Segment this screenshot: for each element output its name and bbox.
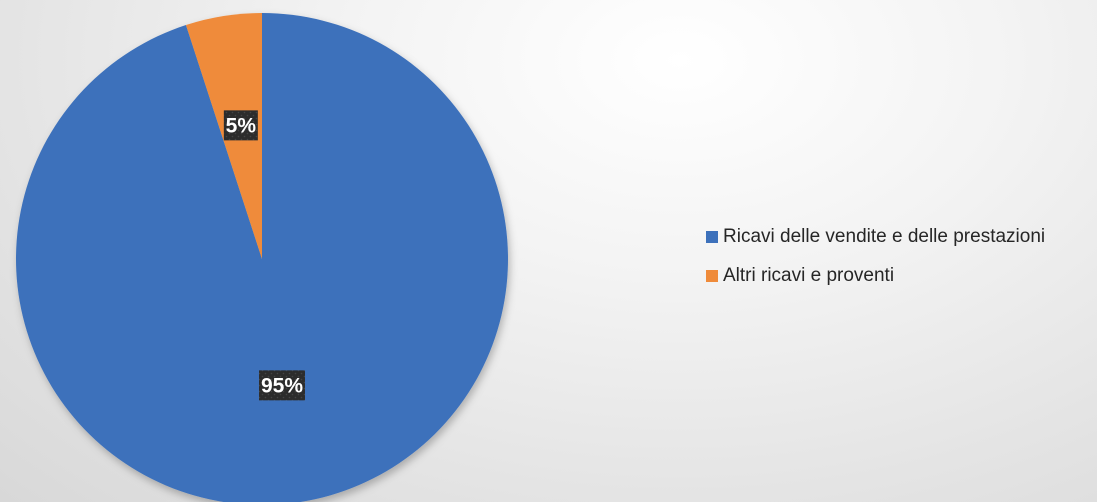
data-label-altri: 5%: [223, 110, 258, 141]
svg-text:95%: 95%: [261, 374, 303, 397]
legend-swatch-ricavi: [706, 231, 718, 243]
legend-item-ricavi: Ricavi delle vendite e delle prestazioni: [706, 222, 1045, 252]
legend-label-altri: Altri ricavi e proventi: [723, 265, 895, 286]
legend-swatch-altri: [706, 270, 718, 282]
legend-item-altri: Altri ricavi e proventi: [706, 261, 1045, 291]
data-label-ricavi: 95%: [259, 370, 306, 401]
slice-ricavi: [16, 13, 508, 502]
legend-label-ricavi: Ricavi delle vendite e delle prestazioni: [723, 226, 1046, 247]
svg-text:5%: 5%: [226, 114, 257, 137]
legend: Ricavi delle vendite e delle prestazioni…: [706, 222, 1045, 300]
